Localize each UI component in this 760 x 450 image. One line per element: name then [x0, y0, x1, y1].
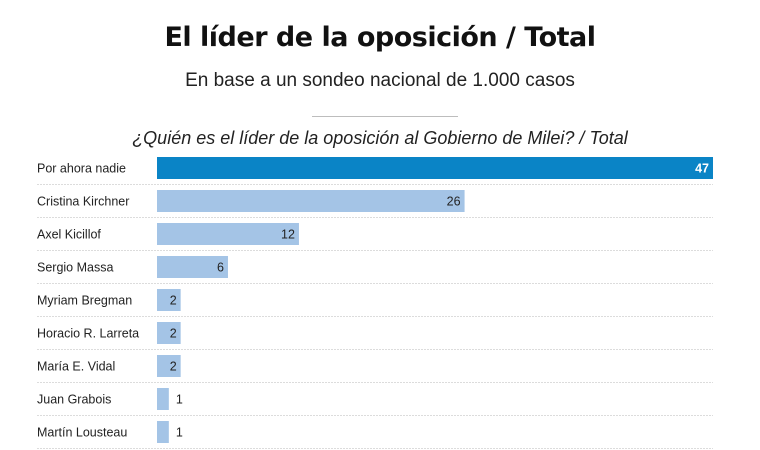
bar [157, 421, 169, 443]
bar [157, 223, 299, 245]
title-divider [312, 116, 458, 117]
category-label: Martín Lousteau [37, 426, 127, 440]
category-label: Axel Kicillof [37, 228, 101, 242]
category-label: Horacio R. Larreta [37, 327, 139, 341]
data-label: 1 [176, 426, 183, 440]
data-label: 26 [447, 195, 461, 209]
data-label: 2 [170, 360, 177, 374]
data-label: 2 [170, 294, 177, 308]
data-label: 47 [695, 162, 709, 176]
data-label: 2 [170, 327, 177, 341]
data-label: 1 [176, 393, 183, 407]
survey-question: ¿Quién es el líder de la oposición al Go… [132, 128, 628, 148]
bar [157, 289, 181, 311]
category-label: Juan Grabois [37, 393, 111, 407]
bar [157, 355, 181, 377]
data-label: 12 [281, 228, 295, 242]
category-label: Cristina Kirchner [37, 195, 129, 209]
category-label: Myriam Bregman [37, 294, 132, 308]
category-label: María E. Vidal [37, 360, 115, 374]
bar [157, 322, 181, 344]
bar [157, 256, 228, 278]
category-label: Sergio Massa [37, 261, 113, 275]
bar [157, 190, 465, 212]
chart-title: El líder de la oposición / Total [164, 22, 596, 53]
bar [157, 157, 713, 179]
chart-subtitle: En base a un sondeo nacional de 1.000 ca… [185, 70, 575, 91]
category-label: Por ahora nadie [37, 162, 126, 176]
data-label: 6 [217, 261, 224, 275]
bar [157, 388, 169, 410]
